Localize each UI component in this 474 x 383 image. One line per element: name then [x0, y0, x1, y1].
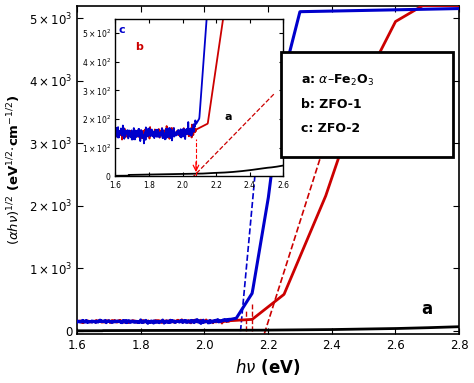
Y-axis label: $(\alpha h\nu)^{1/2}$ (eV$^{1/2}$$\cdot$cm$^{-1/2}$): $(\alpha h\nu)^{1/2}$ (eV$^{1/2}$$\cdot$… [6, 95, 23, 245]
X-axis label: $h\nu$ (eV): $h\nu$ (eV) [236, 357, 301, 377]
Text: c: ZFO-2: c: ZFO-2 [301, 122, 360, 135]
FancyBboxPatch shape [282, 52, 454, 157]
Text: b: ZFO-1: b: ZFO-1 [301, 98, 361, 111]
Text: a: a [421, 300, 432, 318]
Text: b: b [338, 98, 350, 116]
Text: c: c [252, 20, 262, 38]
Text: a: $\alpha$–Fe$_2$O$_3$: a: $\alpha$–Fe$_2$O$_3$ [301, 73, 374, 88]
